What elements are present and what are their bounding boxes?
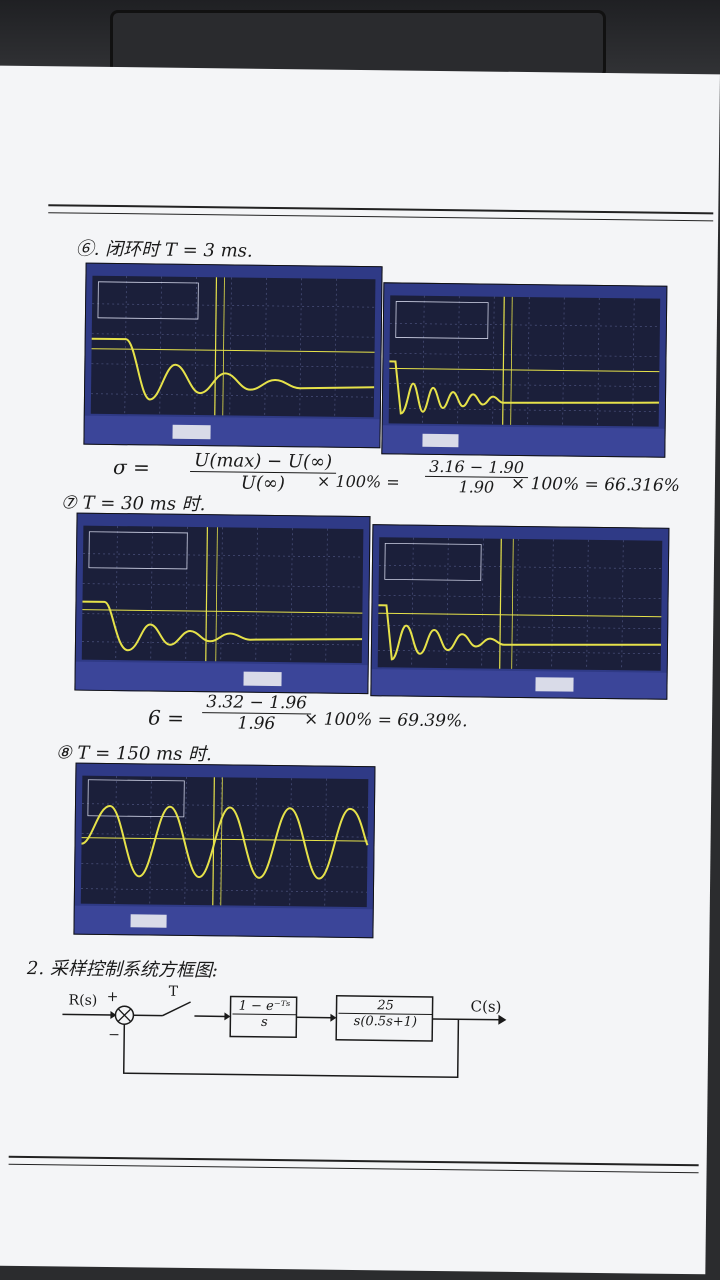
output-line — [432, 1018, 503, 1021]
zoh-transfer-function: 1 − e⁻ᵀˢ s — [232, 998, 297, 1031]
section2-heading: 2. 采样控制系统方框图: — [26, 957, 219, 982]
input-arrowhead — [110, 1011, 117, 1020]
section7-frac-numerator: 3.32 − 1.96 — [202, 692, 312, 715]
section6-heading: ⑥. 闭环时 T = 3 ms. — [75, 238, 253, 262]
section6-frac1-denominator: U(∞) — [240, 472, 286, 495]
zoh-denominator: s — [260, 1014, 268, 1030]
scope-screenshot-7a — [74, 512, 371, 695]
plus-sign: + — [106, 988, 119, 1006]
paper-sheet: ⑥. 闭环时 T = 3 ms. — [0, 65, 720, 1275]
bottom-double-rule-2 — [8, 1163, 699, 1174]
section7-result: × 100% = 69.39%. — [303, 709, 468, 732]
minus-sign: − — [108, 1026, 121, 1044]
scope-screenshot-7b — [370, 524, 670, 700]
sampler-label: T — [168, 983, 179, 1000]
top-double-rule-2 — [48, 212, 714, 222]
zoh-numerator: 1 − e⁻ᵀˢ — [232, 998, 297, 1016]
plant-numerator: 25 — [338, 997, 433, 1015]
plant-denominator: s(0.5s+1) — [353, 1013, 418, 1030]
plant-transfer-function: 25 s(0.5s+1) — [338, 997, 433, 1030]
output-label: C(s) — [470, 997, 502, 1016]
section6-times-1: × 100% = — [316, 471, 400, 492]
scope-screenshot-6a — [83, 262, 383, 449]
section7-sigma-label: 6 = — [147, 705, 185, 730]
sampler-switch — [162, 1001, 191, 1017]
block-diagram — [62, 995, 507, 1079]
input-label: R(s) — [68, 992, 98, 1009]
scope-screenshot-6b — [381, 282, 668, 458]
section6-sigma-label: σ = — [112, 455, 151, 480]
scope-screenshot-8 — [73, 762, 376, 939]
section6-fraction-1: U(max) − U(∞) U(∞) — [190, 449, 337, 495]
section7-frac-denominator: 1.96 — [237, 713, 276, 735]
section7-fraction: 3.32 − 1.96 1.96 — [202, 692, 312, 735]
feedback-path — [122, 1019, 460, 1079]
input-arrow-line — [62, 1013, 113, 1016]
section6-frac1-numerator: U(max) − U(∞) — [190, 449, 337, 474]
clipboard-clip — [110, 10, 606, 78]
section6-result: × 100% = 66.316% — [510, 473, 681, 496]
